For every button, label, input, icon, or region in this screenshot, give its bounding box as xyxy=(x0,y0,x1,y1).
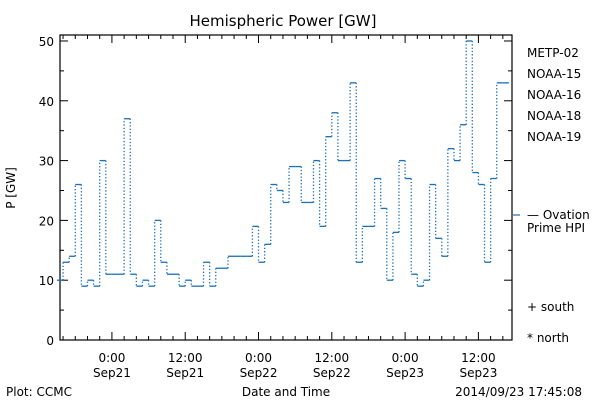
x-tick-label-time: 0:00 xyxy=(98,351,125,365)
plot-frame xyxy=(59,34,513,341)
x-axis: 0:00Sep2112:00Sep210:00Sep2212:00Sep220:… xyxy=(62,35,504,380)
legend-entry: NOAA-15 xyxy=(527,67,581,81)
x-tick-label-time: 12:00 xyxy=(168,351,203,365)
x-tick-label-date: Sep23 xyxy=(459,366,497,380)
y-tick-label: 10 xyxy=(39,274,54,288)
chart-title: Hemispheric Power [GW] xyxy=(190,12,377,30)
x-axis-label: Date and Time xyxy=(242,385,330,399)
timestamp: 2014/09/23 17:45:08 xyxy=(455,385,582,399)
legend-entry: NOAA-18 xyxy=(527,109,581,123)
x-tick-label-date: Sep21 xyxy=(166,366,204,380)
y-axis: 0 10 20 30 40 50 xyxy=(39,35,512,348)
x-tick-label-time: 12:00 xyxy=(461,351,496,365)
y-tick-label: 40 xyxy=(39,95,54,109)
legend-entry: NOAA-19 xyxy=(527,130,581,144)
plot-credit: Plot: CCMC xyxy=(6,385,72,399)
x-tick-label-time: 0:00 xyxy=(245,351,272,365)
ovation-label-2: Prime HPI xyxy=(527,221,585,235)
y-tick-label: 20 xyxy=(39,214,54,228)
y-tick-label: 50 xyxy=(39,35,54,49)
x-tick-label-date: Sep21 xyxy=(93,366,131,380)
ovation-label: — Ovation xyxy=(527,208,590,222)
hpi-series xyxy=(56,40,509,287)
y-tick-label: 30 xyxy=(39,155,54,169)
y-tick-label: 0 xyxy=(46,334,54,348)
legend-entry: METP-02 xyxy=(527,46,579,60)
south-marker-legend: + south xyxy=(527,300,574,314)
x-tick-label-time: 12:00 xyxy=(315,351,350,365)
x-tick-label-time: 0:00 xyxy=(392,351,419,365)
north-marker-legend: * north xyxy=(527,331,569,345)
y-axis-label: P [GW] xyxy=(4,167,18,209)
x-tick-label-date: Sep22 xyxy=(313,366,351,380)
x-tick-label-date: Sep22 xyxy=(240,366,278,380)
ovation-indicator: — Ovation Prime HPI xyxy=(513,208,590,235)
legend: METP-02 NOAA-15 NOAA-16 NOAA-18 NOAA-19 xyxy=(527,46,581,144)
x-tick-label-date: Sep23 xyxy=(386,366,424,380)
legend-entry: NOAA-16 xyxy=(527,88,581,102)
